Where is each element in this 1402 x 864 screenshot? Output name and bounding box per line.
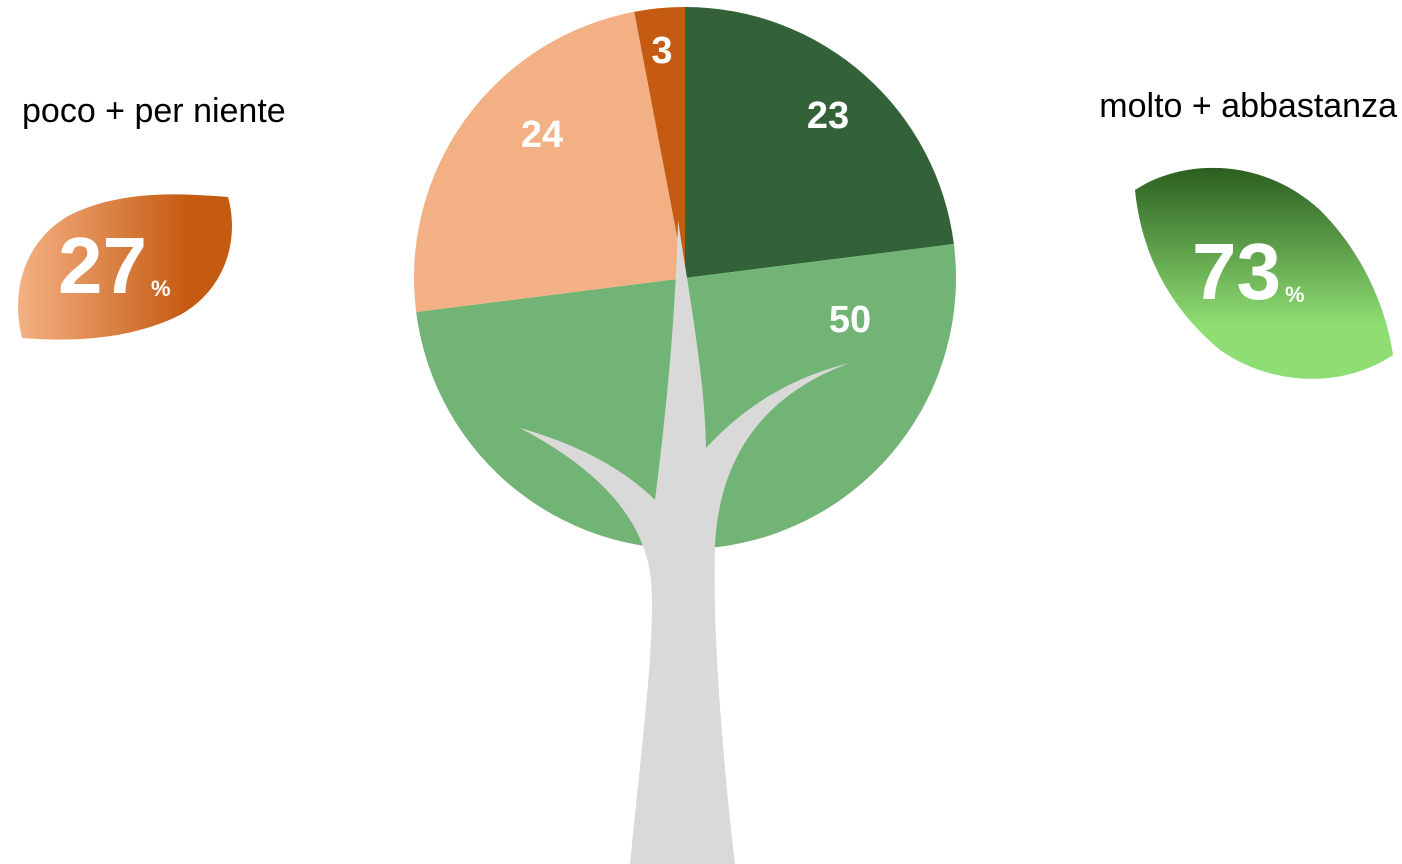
group-unit: % xyxy=(151,276,171,301)
group-value: 73% xyxy=(1192,227,1305,316)
group-value: 27% xyxy=(58,221,171,310)
leaf xyxy=(18,194,232,340)
pie-slice xyxy=(413,11,685,312)
slice-label: 23 xyxy=(807,95,849,137)
tree-trunk xyxy=(520,220,850,864)
pie-slice xyxy=(685,7,954,278)
group-label: poco + per niente xyxy=(22,92,286,130)
slice-labels: 23 50 24 3 xyxy=(521,30,871,341)
slice-label: 50 xyxy=(829,299,871,341)
group-number: 27 xyxy=(58,221,147,310)
group-label: molto + abbastanza xyxy=(1099,87,1397,125)
leaf xyxy=(1135,167,1393,379)
pie xyxy=(413,7,957,549)
group-unit: % xyxy=(1285,282,1305,307)
pie-slice xyxy=(634,7,685,278)
group-number: 73 xyxy=(1192,227,1281,316)
slice-label: 3 xyxy=(651,30,672,72)
slice-label: 24 xyxy=(521,114,563,156)
